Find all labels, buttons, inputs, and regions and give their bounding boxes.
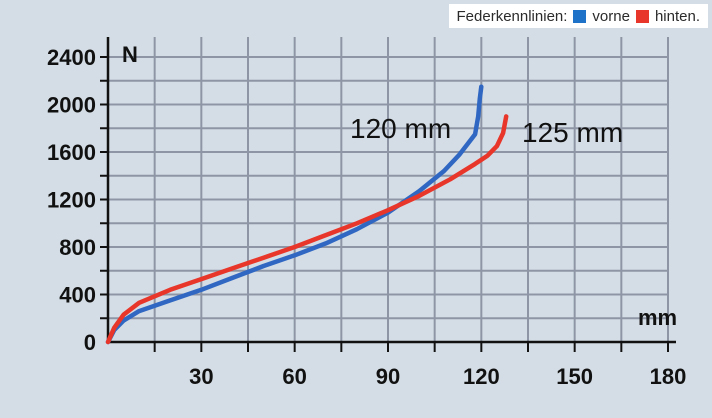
y-tick-label: 400 (59, 283, 96, 308)
series-lines (105, 84, 509, 345)
series-annotation-120mm: 120 mm (350, 113, 451, 144)
y-tick-label: 2400 (47, 45, 96, 70)
y-tick-labels: 0 400 800 1200 1600 2000 2400 (47, 45, 96, 355)
legend-title: Federkennlinien: (456, 7, 568, 25)
x-tick-label: 30 (189, 364, 213, 389)
x-axis-label: mm (638, 305, 677, 330)
x-tick-labels: 30 60 90 120 150 180 (189, 364, 686, 389)
x-tick-label: 90 (376, 364, 400, 389)
y-tick-label: 800 (59, 235, 96, 260)
y-tick-label: 1600 (47, 140, 96, 165)
legend-label-vorne: vorne (592, 7, 630, 25)
series-line-0 (105, 84, 484, 345)
x-tick-label: 150 (556, 364, 593, 389)
series-line-1 (105, 114, 509, 345)
series-annotation-125mm: 125 mm (522, 117, 623, 148)
legend-label-hinten: hinten. (654, 7, 700, 25)
y-tick-label: 0 (84, 330, 96, 355)
x-tick-label: 180 (650, 364, 687, 389)
x-tick-label: 120 (463, 364, 500, 389)
legend-swatch-vorne (573, 9, 587, 23)
y-tick-label: 2000 (47, 93, 96, 118)
legend: Federkennlinien: vorne hinten. (448, 4, 708, 28)
axes (100, 37, 676, 352)
x-tick-label: 60 (282, 364, 306, 389)
grid-lines (108, 37, 669, 342)
y-axis-label: N (122, 42, 138, 67)
y-tick-label: 1200 (47, 188, 96, 213)
legend-swatch-hinten (635, 9, 649, 23)
